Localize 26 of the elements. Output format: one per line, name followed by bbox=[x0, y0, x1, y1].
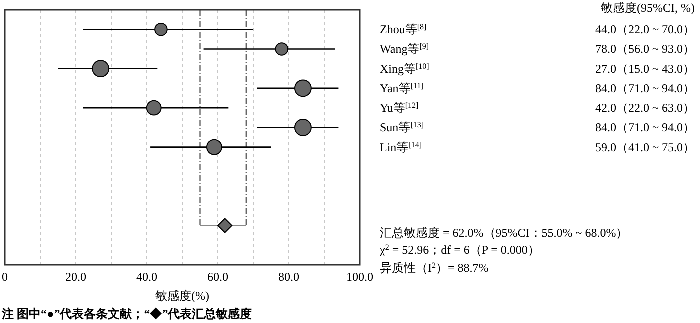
xtick: 80.0 bbox=[278, 270, 300, 284]
note: 注 图中“●”代表各条文献；“◆”代表汇总敏感度 bbox=[2, 307, 252, 321]
value-label: 59.0（41.0 ~ 75.0） bbox=[596, 140, 695, 154]
xlabel: 敏感度(%) bbox=[156, 289, 210, 303]
value-label: 42.0（22.0 ~ 63.0） bbox=[596, 101, 695, 116]
value-label: 78.0（56.0 ~ 93.0） bbox=[596, 42, 695, 56]
xtick: 40.0 bbox=[136, 270, 158, 284]
annotation: χ$^{2}$ = 52.96；df = 6（P = 0.000） bbox=[380, 242, 540, 257]
xtick: 20.0 bbox=[66, 270, 86, 284]
value-label: 84.0（71.0 ~ 94.0） bbox=[596, 81, 695, 96]
category: Zhou等$^{[8]}$ bbox=[380, 22, 427, 37]
annotation: 汇总敏感度 = 62.0%（95%CI：55.0% ~ 68.0%） bbox=[380, 226, 628, 240]
category: Lin等$^{[14]}$ bbox=[380, 140, 422, 154]
xtick: 100.0 bbox=[346, 270, 374, 284]
value-label: 44.0（22.0 ~ 70.0） bbox=[596, 22, 695, 37]
column-header: 敏感度(95%CI, %) bbox=[601, 1, 695, 15]
annotation: 异质性（I$^{2}$）= 88.7% bbox=[380, 260, 489, 275]
xtick: 0 bbox=[2, 270, 8, 284]
category: Wang等$^{[9]}$ bbox=[380, 42, 430, 56]
xtick: 60.0 bbox=[208, 270, 228, 284]
category: Xing等$^{[10]}$ bbox=[380, 61, 430, 76]
value-label: 27.0（15.0 ~ 43.0） bbox=[596, 62, 695, 76]
value-label: 84.0（71.0 ~ 94.0） bbox=[596, 120, 695, 135]
category: Sun等$^{[13]}$ bbox=[380, 120, 424, 135]
category: Yan等$^{[11]}$ bbox=[380, 80, 424, 96]
category: Yu等$^{[12]}$ bbox=[380, 100, 419, 116]
